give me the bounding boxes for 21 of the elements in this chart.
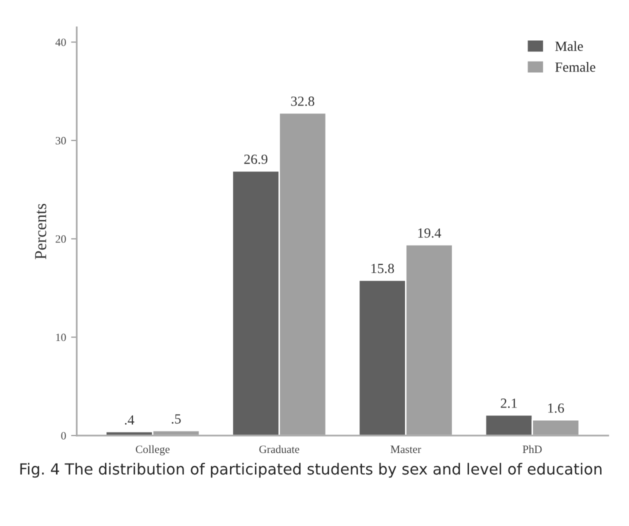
y-tick-label: 40 <box>55 38 66 46</box>
data-label: 32.8 <box>291 96 314 106</box>
data-label: 26.9 <box>244 154 268 164</box>
y-axis-title: Percents <box>35 204 46 260</box>
y-tick-label: 30 <box>56 136 66 144</box>
y-tick-label: 20 <box>56 235 66 243</box>
y-tick-label: 0 <box>61 432 66 440</box>
y-tick-label: 10 <box>56 334 66 342</box>
data-label: 2.1 <box>500 398 517 408</box>
x-tick-label: Master <box>390 446 422 454</box>
data-label: 15.8 <box>371 264 394 274</box>
caption: Fig. 4 The distribution of participated students by sex and level of education <box>20 462 602 478</box>
data-label: 1.6 <box>548 403 564 413</box>
x-tick-label: Graduate <box>259 445 300 454</box>
data-label: .5 <box>172 414 181 424</box>
legend-label: Female <box>555 62 596 72</box>
x-tick-label: PhD <box>522 445 542 453</box>
data-label: 19.4 <box>418 228 442 238</box>
x-tick-label: College <box>136 445 170 456</box>
legend-label: Male <box>555 41 583 51</box>
data-label: .4 <box>124 415 134 425</box>
